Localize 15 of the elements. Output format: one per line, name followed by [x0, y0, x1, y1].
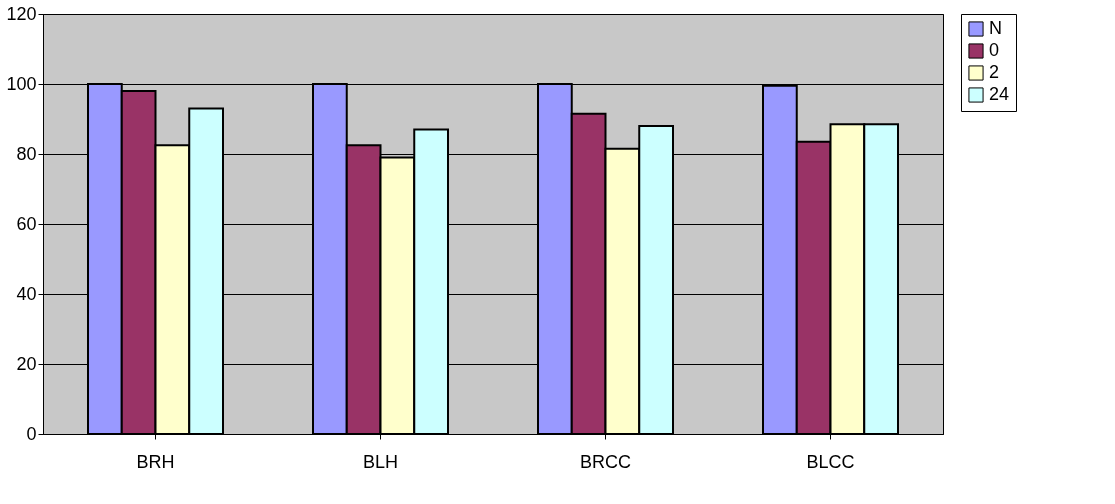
- x-tick-label: BRCC: [579, 451, 632, 472]
- legend-label: 0: [989, 40, 1000, 60]
- legend-label: 2: [989, 62, 1000, 82]
- y-tick-label: 0: [26, 423, 37, 444]
- y-tick-label: 20: [16, 353, 37, 374]
- x-tick-label: BRH: [136, 451, 175, 472]
- y-tick-label: 80: [16, 143, 37, 164]
- y-tick-label: 40: [16, 283, 37, 304]
- legend-label: 24: [989, 84, 1010, 104]
- y-tick-label: 120: [6, 3, 37, 24]
- y-tick-label: 100: [6, 73, 37, 94]
- legend-label: N: [989, 18, 1002, 38]
- y-tick-label: 60: [16, 213, 37, 234]
- x-tick-label: BLCC: [806, 451, 855, 472]
- x-tick-label: BLH: [362, 451, 399, 472]
